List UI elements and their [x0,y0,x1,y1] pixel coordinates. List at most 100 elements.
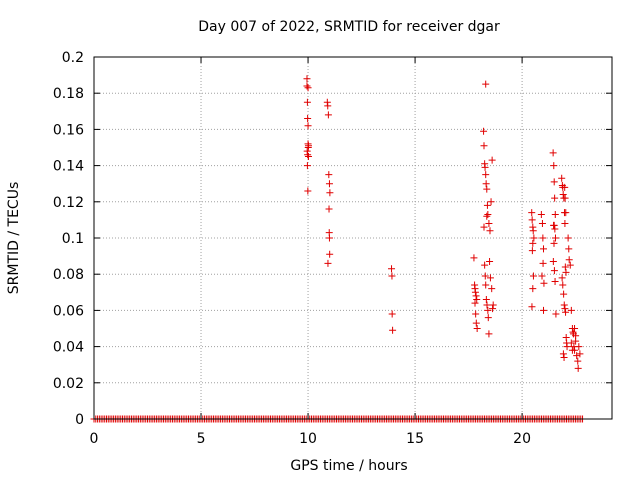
data-point [304,84,312,92]
data-point [562,209,570,217]
data-point [483,201,491,209]
data-point [530,234,538,242]
data-point [552,310,560,318]
data-point [304,187,312,195]
data-point [567,306,575,314]
data-point [304,122,312,130]
data-point [483,301,491,309]
data-point [538,220,546,228]
y-tick-label: 0.14 [53,159,84,175]
data-point [559,191,567,199]
data-point [549,258,557,266]
data-point [472,310,480,318]
data-point [568,346,576,354]
data-point [481,272,489,280]
x-tick-label: 10 [299,431,317,447]
y-tick-label: 0.16 [53,122,84,138]
data-point [388,272,396,280]
data-point [325,171,333,179]
data-point [561,263,569,271]
data-point [529,272,537,280]
data-point [550,239,558,247]
data-point [483,212,491,220]
data-point [539,234,547,242]
data-point [528,216,536,224]
data-point [561,305,569,313]
data-point [486,258,494,266]
data-point [472,292,480,300]
data-point [540,279,548,287]
data-point [484,314,492,322]
data-point [528,247,536,255]
data-point [575,343,583,351]
x-tick-labels: 0 5 10 15 20 [90,431,531,447]
data-point [324,111,332,119]
data-point [304,153,312,161]
data-point [540,306,548,314]
y-tick-label: 0.12 [53,195,84,211]
data-point [559,281,567,289]
data-point [485,220,493,228]
data-point [566,261,574,269]
data-point [565,256,573,264]
points-layer [303,75,584,372]
data-point [485,330,493,338]
data-point [550,267,558,275]
data-point [481,163,489,171]
data-point [528,303,536,311]
data-point [324,259,332,267]
data-point [567,339,575,347]
data-point [538,272,546,280]
data-point [561,183,569,191]
data-point [551,234,559,242]
data-point [574,357,582,365]
data-point [558,274,566,282]
data-point [563,343,571,351]
data-point [483,185,491,193]
data-point [303,82,311,90]
data-point [481,261,489,269]
data-point [572,332,580,340]
data-point [551,194,559,202]
data-point [551,210,559,218]
x-tick-label: 20 [513,431,531,447]
data-point [550,221,558,229]
data-point [560,290,568,298]
data-point [539,259,547,267]
data-point [550,162,558,170]
data-point [482,281,490,289]
data-point [473,325,481,332]
data-point [484,210,492,218]
data-point [540,245,548,253]
data-point [488,285,496,293]
data-point [529,285,537,293]
data-point [562,268,570,276]
x-tick-label: 0 [90,431,99,447]
data-point [487,198,495,206]
data-point [304,151,312,159]
y-axis-label: SRMTID / TECUs [6,182,22,295]
data-point [573,352,581,360]
chart-title: Day 007 of 2022, SRMTID for receiver dga… [198,19,500,35]
data-point [561,194,569,202]
data-point [550,178,558,186]
x-tick-label: 15 [406,431,424,447]
data-point [484,306,492,314]
data-point [489,301,497,309]
data-point [480,127,488,135]
data-point [482,171,490,179]
data-point [480,142,488,150]
data-point [565,245,573,253]
data-point [562,308,570,316]
y-tick-label: 0.02 [53,376,84,392]
data-point [489,305,497,313]
data-point [388,265,396,273]
data-point [326,189,334,197]
data-point [325,205,333,213]
y-tick-label: 0.2 [62,50,84,66]
data-point [482,296,490,304]
data-point [571,325,579,332]
data-point [529,239,537,247]
data-point [559,350,567,358]
